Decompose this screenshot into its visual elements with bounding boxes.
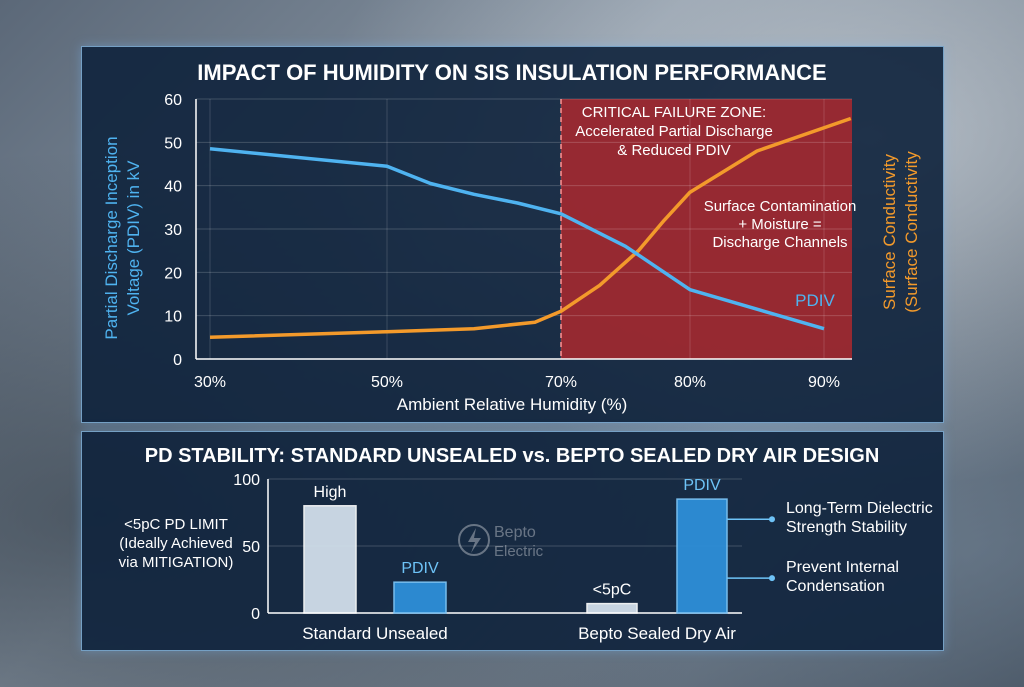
bar-label: <5pC (593, 582, 632, 599)
critical-zone-label-2: Accelerated Partial Discharge (575, 123, 773, 140)
pdiv-line-label: PDIV (795, 291, 835, 310)
surface-annotation-2: + Moisture = (738, 216, 822, 233)
pdiv-line (209, 147, 825, 331)
x-tick-label: 80% (674, 374, 706, 391)
watermark: Bepto Electric (458, 524, 544, 560)
left-note-line: (Ideally Achieved (119, 535, 232, 552)
bar-pd-1 (586, 602, 638, 614)
left-note-line: via MITIGATION) (119, 554, 234, 571)
y-tick-label: 50 (164, 135, 182, 152)
bar-y-tick-label: 0 (251, 606, 260, 623)
lightning-icon (468, 528, 481, 553)
y-tick-label: 10 (164, 309, 182, 326)
bar-pd-0 (303, 505, 357, 614)
humidity-chart: IMPACT OF HUMIDITY ON SIS INSULATION PER… (102, 60, 921, 414)
surface-annotation-3: Discharge Channels (712, 234, 847, 251)
bar-y-tick-label: 100 (233, 472, 260, 489)
critical-zone-label-1: CRITICAL FAILURE ZONE: (582, 104, 766, 121)
watermark-line2: Electric (494, 543, 544, 560)
y-tick-label: 30 (164, 222, 182, 239)
callout-text: Condensation (786, 578, 885, 595)
y-tick-label: 20 (164, 265, 182, 282)
y-tick-label: 0 (173, 352, 182, 369)
critical-failure-zone (561, 99, 852, 359)
x-tick-label: 70% (545, 374, 577, 391)
bar-y-tick-label: 50 (242, 539, 260, 556)
left-note-line: <5pC PD LIMIT (124, 516, 228, 533)
bar-label: PDIV (401, 560, 439, 577)
callout-text: Strength Stability (786, 519, 907, 536)
callout-text: Prevent Internal (786, 559, 899, 576)
bar-label: High (314, 484, 347, 501)
pd-stability-panel (81, 431, 944, 651)
chart-title: IMPACT OF HUMIDITY ON SIS INSULATION PER… (197, 60, 826, 85)
category-label: Standard Unsealed (302, 624, 448, 643)
bar-chart-title: PD STABILITY: STANDARD UNSEALED vs. BEPT… (145, 445, 880, 467)
callout-text: Long-Term Dielectric (786, 500, 933, 517)
callout-dot (769, 516, 775, 523)
surface-conductivity-line (209, 116, 852, 340)
bolt-icon (458, 524, 490, 556)
y-tick-label: 60 (164, 92, 182, 109)
y-tick-label: 40 (164, 179, 182, 196)
critical-zone-label-3: & Reduced PDIV (617, 142, 730, 159)
watermark-line1: Bepto (494, 524, 536, 541)
bar-pdiv-0 (393, 581, 447, 614)
bar-label: PDIV (683, 477, 721, 494)
x-axis-label: Ambient Relative Humidity (%) (397, 395, 628, 414)
y-axis-label-right: Surface Conductivity (Surface Conductivit… (880, 151, 921, 313)
category-label: Bepto Sealed Dry Air (578, 624, 736, 643)
x-tick-label: 30% (194, 374, 226, 391)
y-axis-label-left: Partial Discharge Inception Voltage (PDIV… (102, 136, 143, 339)
x-tick-label: 50% (371, 374, 403, 391)
surface-annotation-1: Surface Contamination (704, 198, 857, 215)
bar-pdiv-1 (676, 498, 728, 614)
callout-dot (769, 575, 775, 582)
x-tick-label: 90% (808, 374, 840, 391)
